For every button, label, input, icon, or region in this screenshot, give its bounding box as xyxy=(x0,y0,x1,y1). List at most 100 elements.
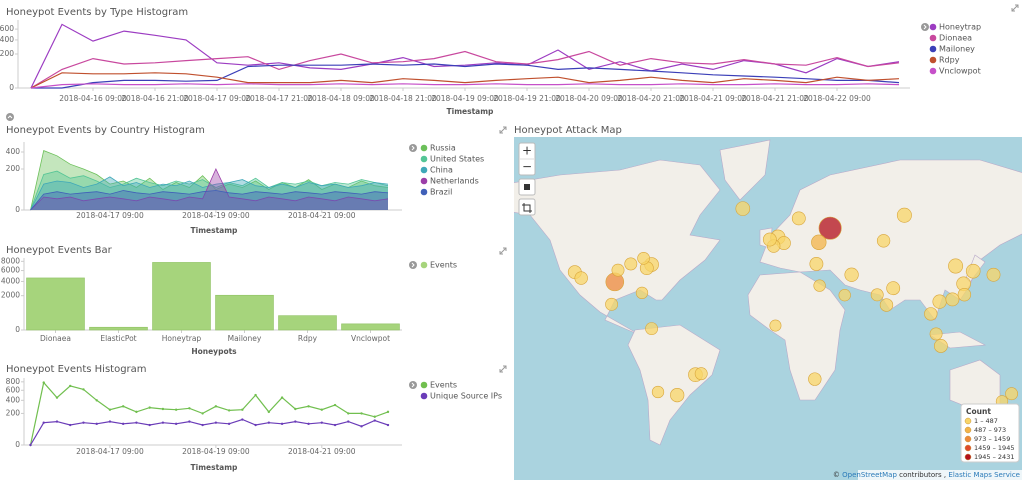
x-axis-title: Timestamp xyxy=(191,226,239,235)
legend-label[interactable]: Events xyxy=(430,381,457,390)
legend-label[interactable]: Events xyxy=(430,261,457,270)
map-point[interactable] xyxy=(933,339,948,353)
map-point[interactable] xyxy=(957,287,972,302)
map-point[interactable] xyxy=(791,211,806,226)
expand-icons[interactable] xyxy=(499,4,1019,373)
legend-swatch xyxy=(420,144,428,152)
map-point[interactable] xyxy=(808,372,822,386)
map[interactable] xyxy=(500,137,1024,480)
legend-label[interactable]: Brazil xyxy=(430,188,452,197)
expand-icon[interactable] xyxy=(499,247,507,255)
map-point[interactable] xyxy=(694,367,708,381)
map-point[interactable] xyxy=(769,319,782,332)
point xyxy=(161,421,165,424)
map-point[interactable] xyxy=(870,288,884,302)
zoom-out[interactable]: − xyxy=(522,160,532,174)
x-tick-label: 2018-04-22 09:00 xyxy=(803,94,871,103)
map-point[interactable] xyxy=(809,257,824,271)
map-point[interactable] xyxy=(1005,387,1019,401)
map-point[interactable] xyxy=(735,201,751,216)
x-tick-label: 2018-04-16 21:00 xyxy=(121,94,189,103)
x-tick-label: 2018-04-21 09:00 xyxy=(288,447,356,456)
point xyxy=(174,422,178,426)
x-tick-label: 2018-04-20 21:00 xyxy=(617,94,685,103)
legend-label[interactable]: Dionaea xyxy=(939,34,972,43)
legend-label[interactable]: Unique Source IPs xyxy=(430,392,502,401)
legend-label[interactable]: Netherlands xyxy=(430,177,479,186)
x-tick-label: 2018-04-19 09:00 xyxy=(431,94,499,103)
map-point[interactable] xyxy=(986,267,1001,282)
fit-button[interactable] xyxy=(518,198,536,216)
map-point[interactable] xyxy=(838,289,851,302)
map-point[interactable] xyxy=(818,216,842,240)
legend-label[interactable]: Mailoney xyxy=(939,45,975,54)
legend-swatch xyxy=(420,381,428,389)
expand-icon[interactable] xyxy=(1011,4,1019,12)
x-tick-label: 2018-04-17 09:00 xyxy=(183,94,251,103)
map-point[interactable] xyxy=(886,281,901,296)
legend-label[interactable]: Vnclowpot xyxy=(939,67,981,76)
toggle-arrows xyxy=(411,24,927,388)
map-point[interactable] xyxy=(813,279,826,292)
map-title: Honeypot Attack Map xyxy=(514,125,622,136)
legend-toggle[interactable] xyxy=(921,23,929,31)
map-point[interactable] xyxy=(896,207,912,223)
expand-icon[interactable] xyxy=(499,365,507,373)
legend-title: Count xyxy=(966,407,991,416)
point xyxy=(227,422,231,426)
legend-label[interactable]: Honeytrap xyxy=(939,23,981,32)
legend-toggle[interactable] xyxy=(409,261,417,269)
map-point[interactable] xyxy=(651,385,665,399)
map-point[interactable] xyxy=(574,271,588,285)
map-point[interactable] xyxy=(924,307,938,321)
x-tick-label: Rdpy xyxy=(298,334,318,343)
map-point[interactable] xyxy=(932,294,947,309)
x-tick-label: ElasticPot xyxy=(100,334,136,343)
point xyxy=(386,423,390,427)
legend-label[interactable]: China xyxy=(430,166,453,175)
map-point[interactable] xyxy=(948,258,964,274)
expand-icon[interactable] xyxy=(499,126,507,134)
map-point[interactable] xyxy=(879,298,894,312)
map-point[interactable] xyxy=(876,234,891,248)
legend-swatch xyxy=(420,261,428,269)
legend-toggle[interactable] xyxy=(409,381,417,389)
map-point[interactable] xyxy=(965,263,981,279)
legend-swatch xyxy=(964,426,972,434)
legend-label[interactable]: Russia xyxy=(430,144,456,153)
legend-toggle[interactable] xyxy=(409,144,417,152)
x-tick-label: 2018-04-19 09:00 xyxy=(182,211,250,220)
y-tick-label: 800 xyxy=(6,377,21,386)
map-controls[interactable]: + − xyxy=(518,142,536,216)
map-point[interactable] xyxy=(929,327,943,341)
y-tick-label: 400 xyxy=(6,147,21,156)
map-point[interactable] xyxy=(811,234,827,250)
map-point[interactable] xyxy=(645,322,659,336)
point xyxy=(161,407,165,411)
map-point[interactable] xyxy=(635,286,649,300)
x-tick-label: 2018-04-18 21:00 xyxy=(369,94,437,103)
map-point[interactable] xyxy=(637,251,650,265)
attr-ems[interactable]: Elastic Maps Service xyxy=(948,471,1020,479)
map-point[interactable] xyxy=(605,297,619,311)
map-point[interactable] xyxy=(624,257,638,271)
legend-label[interactable]: Rdpy xyxy=(939,56,960,65)
map-point[interactable] xyxy=(945,292,960,307)
map-point[interactable] xyxy=(762,232,777,247)
map-point[interactable] xyxy=(670,387,685,403)
map-points xyxy=(567,201,1019,408)
y-tick-label: 200 xyxy=(0,49,14,58)
point xyxy=(82,421,85,424)
bar xyxy=(278,315,337,331)
zoom-in[interactable]: + xyxy=(522,144,532,158)
series-line xyxy=(30,150,389,211)
attr-osm[interactable]: OpenStreetMap xyxy=(842,471,897,479)
map-point[interactable] xyxy=(844,267,859,282)
legend-toggles[interactable] xyxy=(409,23,929,389)
point xyxy=(201,412,204,415)
legend-label[interactable]: United States xyxy=(430,155,484,164)
map-point[interactable] xyxy=(611,263,625,277)
collapse-toggle[interactable] xyxy=(6,113,14,121)
